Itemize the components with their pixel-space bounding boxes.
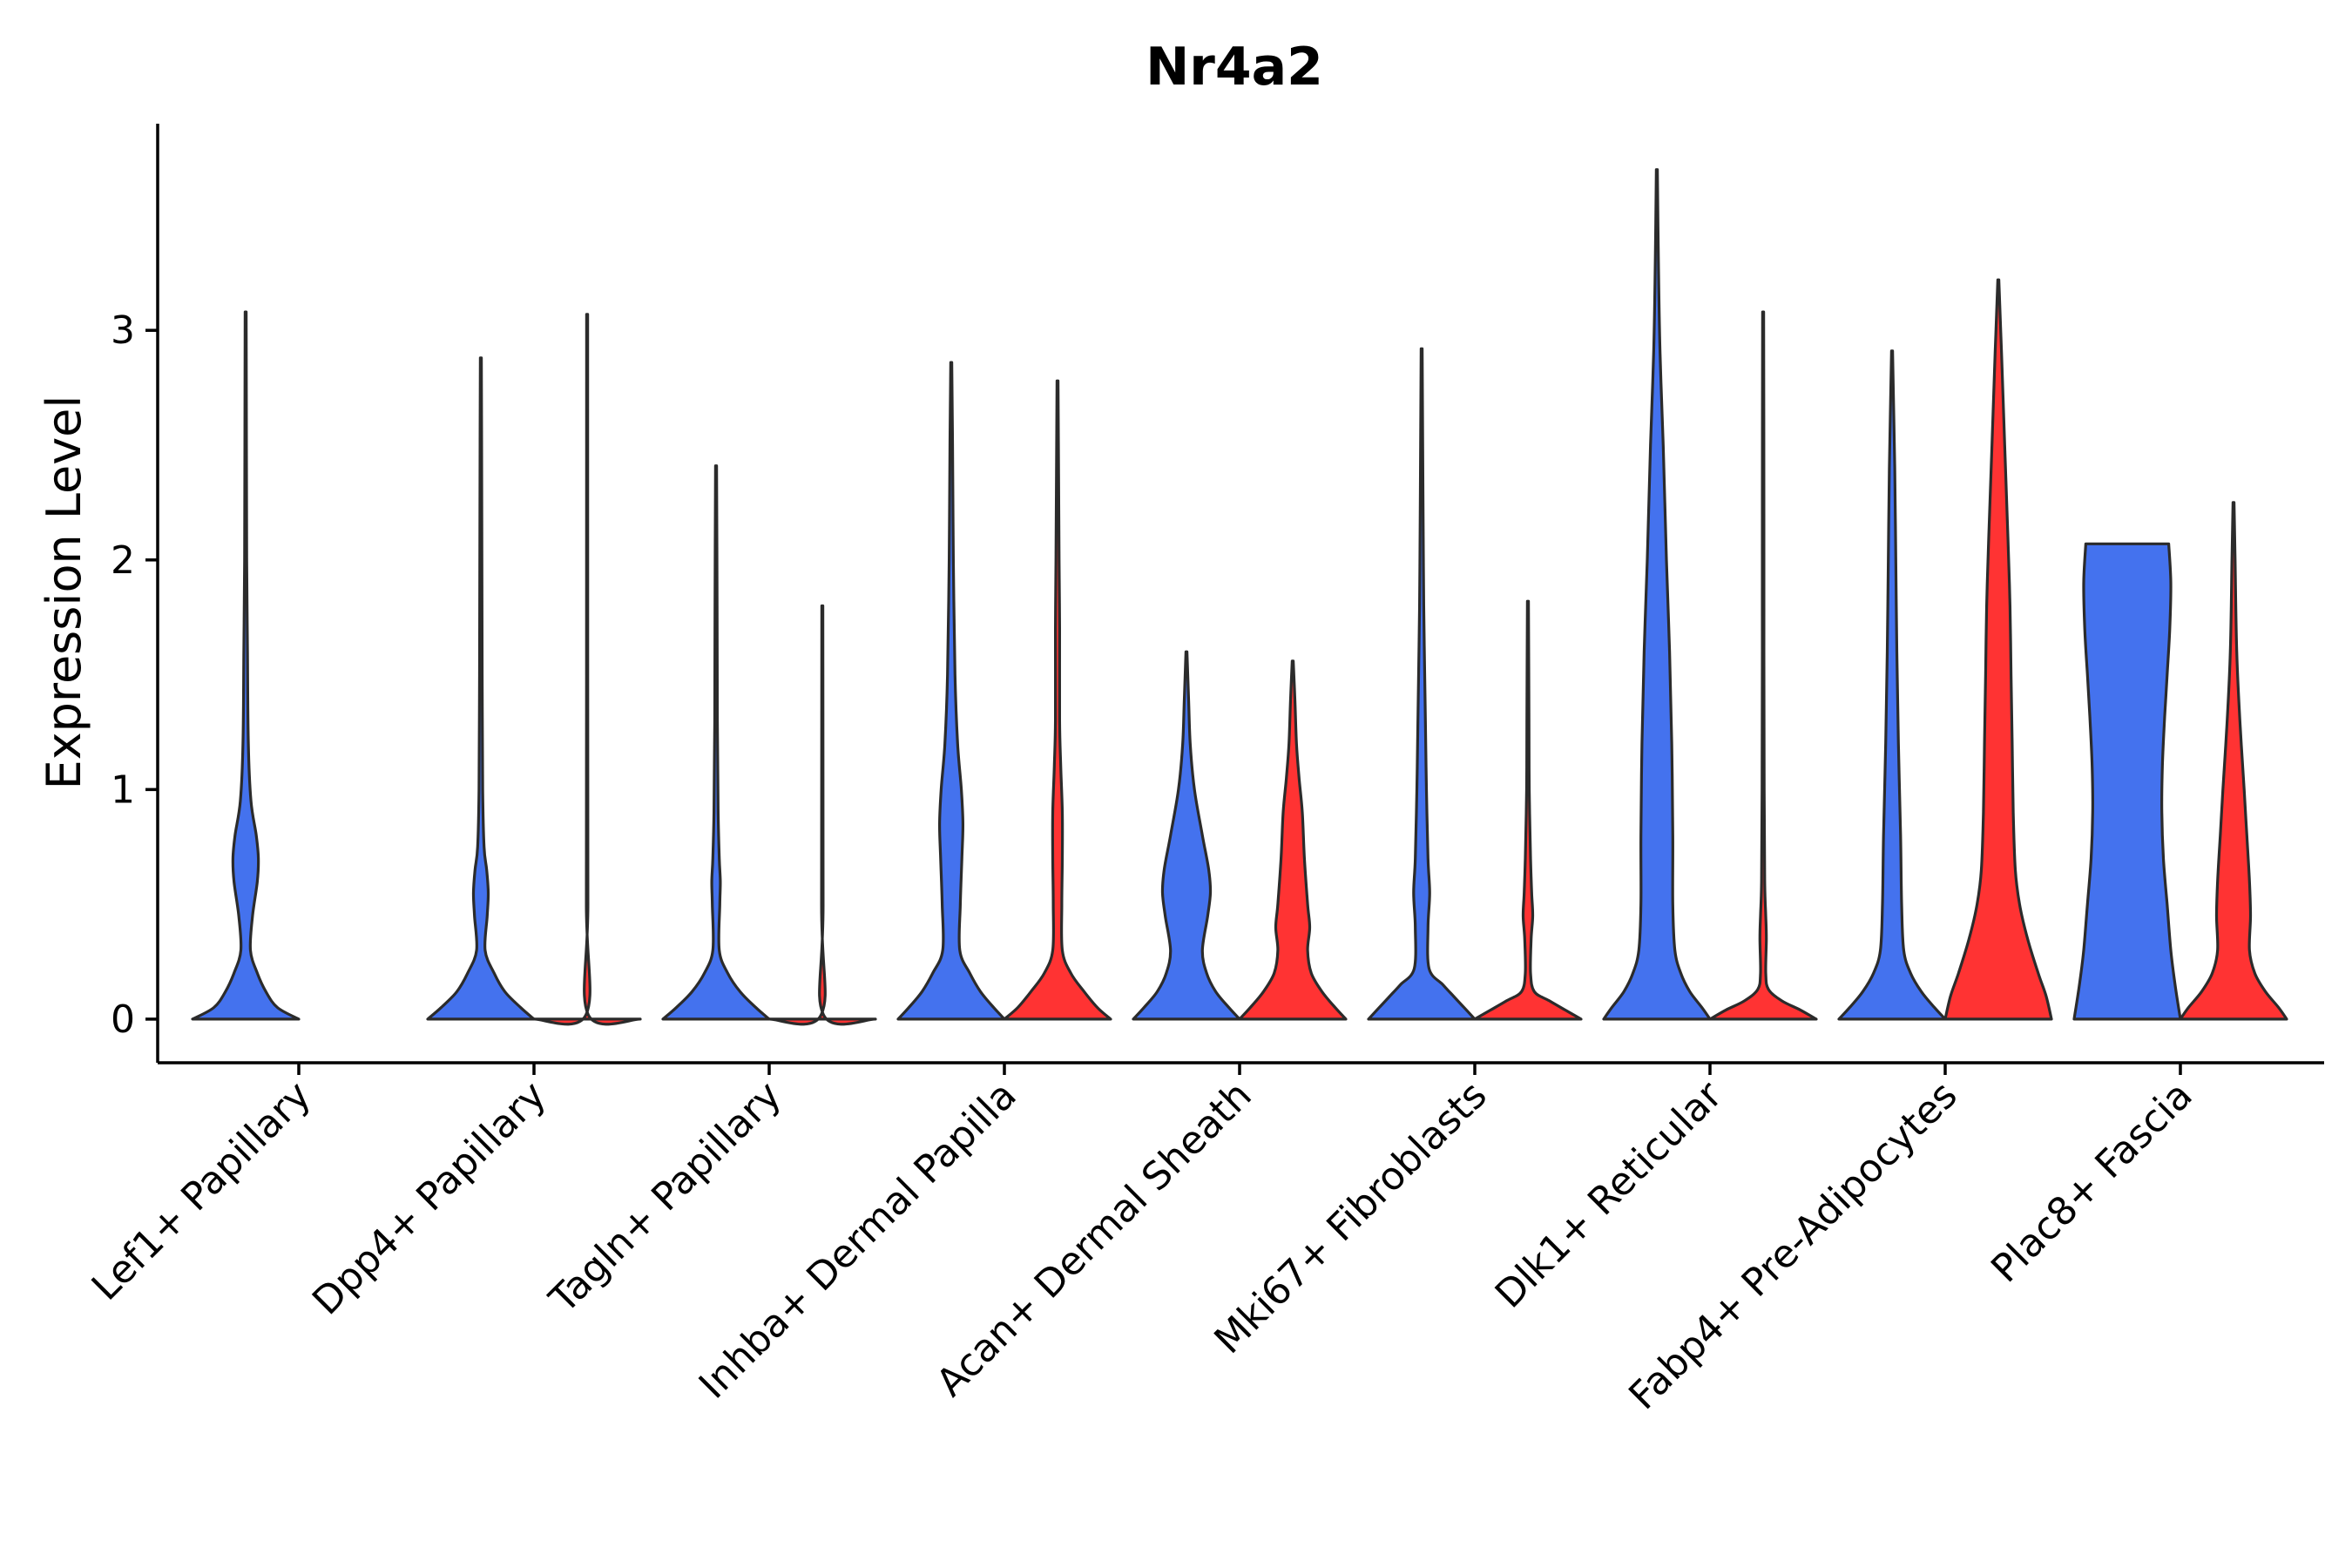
y-axis-ticks: 0 1 2 3 bbox=[111, 308, 158, 1042]
violin-group1-5 bbox=[1367, 347, 1477, 1021]
x-tick-label: Dlk1+ Reticular bbox=[1487, 1072, 1732, 1317]
violin-group1-7 bbox=[1837, 349, 1947, 1021]
violin-group2-2 bbox=[767, 604, 877, 1026]
violin-group1-1 bbox=[426, 356, 536, 1021]
violin-group1-3 bbox=[896, 361, 1006, 1021]
x-tick-label: Lef1+ Papillary bbox=[84, 1073, 320, 1309]
x-tick-label: Tagln+ Papillary bbox=[541, 1073, 790, 1322]
violin-group2-1 bbox=[532, 313, 642, 1026]
violin-group1-4 bbox=[1132, 650, 1241, 1021]
violin-group1-6 bbox=[1602, 168, 1712, 1021]
violin-group2-8 bbox=[2179, 501, 2288, 1021]
x-tick-label: Mki67+ Fibroblasts bbox=[1206, 1073, 1495, 1362]
x-tick-label: Plac8+ Fascia bbox=[1983, 1073, 2201, 1292]
y-tick-label: 0 bbox=[111, 997, 135, 1042]
violin-group2-4 bbox=[1238, 659, 1348, 1021]
y-tick-label: 2 bbox=[111, 538, 135, 583]
x-tick-label: Dpp4+ Papillary bbox=[304, 1073, 555, 1324]
y-tick-label: 3 bbox=[111, 308, 135, 353]
violin-group1-8 bbox=[2072, 542, 2182, 1021]
violin-group2-3 bbox=[1003, 379, 1112, 1021]
violin-group1-0 bbox=[191, 310, 301, 1021]
violin-group2-6 bbox=[1708, 310, 1818, 1021]
violin-group1-2 bbox=[661, 464, 771, 1021]
y-tick-label: 1 bbox=[111, 767, 135, 812]
violin-group bbox=[191, 168, 2288, 1026]
violin-group2-5 bbox=[1473, 599, 1583, 1021]
y-axis-title: Expression Level bbox=[37, 395, 91, 790]
chart-title: Nr4a2 bbox=[1146, 37, 1323, 98]
violin-group2-7 bbox=[1943, 278, 2053, 1021]
